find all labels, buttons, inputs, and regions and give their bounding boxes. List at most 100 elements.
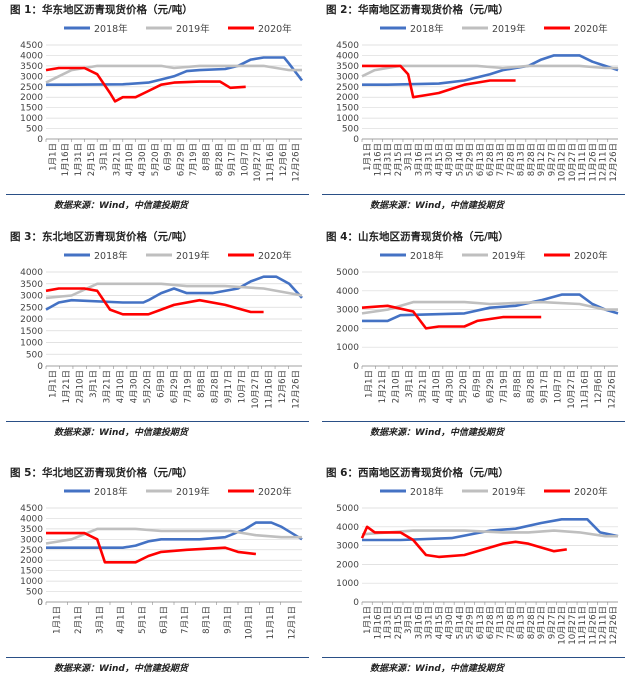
x-tick-label: 6月29日 xyxy=(170,370,180,403)
x-tick-label: 8月13日 xyxy=(517,143,527,176)
x-tick-label: 1月16日 xyxy=(61,143,71,176)
source-note: 数据来源：Wind，中信建投期货 xyxy=(370,428,504,438)
x-tick-label: 2月15日 xyxy=(394,606,404,639)
x-tick-label: 4月30日 xyxy=(446,370,456,403)
legend-label: 2018年 xyxy=(94,250,128,262)
x-tick-label: 12月11日 xyxy=(599,143,609,182)
x-tick-label: 4月15日 xyxy=(435,143,445,176)
x-tick-label: 1月31日 xyxy=(384,143,394,176)
x-tick-label: 7月28日 xyxy=(506,606,516,639)
y-tick-label: 2500 xyxy=(336,83,359,93)
x-tick-label: 1月31日 xyxy=(384,606,394,639)
x-tick-label: 1月16日 xyxy=(373,143,383,176)
x-tick-label: 4月10日 xyxy=(125,143,135,176)
x-tick-label: 8月28日 xyxy=(527,606,537,639)
series-line xyxy=(45,275,303,311)
chart-title: 图 2：华南地区沥青现货价格（元/吨） xyxy=(326,4,509,16)
legend-label: 2018年 xyxy=(410,23,444,35)
legend-label: 2020年 xyxy=(574,250,608,262)
x-tick-label: 3月31日 xyxy=(425,143,435,176)
chart-title: 图 4：山东地区沥青现货价格（元/吨） xyxy=(326,231,509,243)
x-tick-label: 11月11日 xyxy=(578,143,588,182)
chart-3: 2018年 2019年 2020年0500100015002000250030003… xyxy=(20,250,303,409)
chart-4: 2018年 2019年 2020年 0 1000 2000 3000 4000 5000 1月1日… xyxy=(336,250,619,409)
x-tick-label: 6月28日 xyxy=(486,606,496,639)
series-line xyxy=(45,64,302,84)
y-tick-label: 2500 xyxy=(20,83,43,93)
x-tick-label: 10月27日 xyxy=(568,606,578,645)
x-tick-label: 10月27日 xyxy=(568,143,578,182)
source-note: 数据来源：Wind，中信建投期货 xyxy=(54,664,188,674)
x-tick-label: 6月29日 xyxy=(176,143,186,176)
x-tick-label: 1月1日 xyxy=(48,143,58,171)
series-line xyxy=(45,527,302,545)
x-tick-label: 11月11日 xyxy=(578,606,588,645)
y-tick-label: 4000 xyxy=(336,51,359,61)
source-note: 数据来源：Wind，中信建投期货 xyxy=(370,201,504,211)
y-tick-label: 3000 xyxy=(20,535,43,545)
series-line xyxy=(46,521,303,549)
y-tick-label: 500 xyxy=(26,125,43,135)
y-tick-label: 500 xyxy=(26,588,43,598)
y-tick-label: 1500 xyxy=(20,327,43,337)
x-tick-label: 7月13日 xyxy=(496,606,506,639)
panel-4: 图 4：山东地区沥青现货价格（元/吨） 2018年 2019年 2020年 0 1000… xyxy=(322,227,627,441)
x-tick-label: 1月31日 xyxy=(74,143,84,176)
x-tick-label: 7月28日 xyxy=(506,143,516,176)
x-tick-label: 10月12日 xyxy=(558,606,568,645)
x-tick-label: 5月29日 xyxy=(466,606,476,639)
x-tick-label: 8月28日 xyxy=(526,370,536,403)
y-tick-label: 4000 xyxy=(336,287,359,297)
divider xyxy=(6,657,309,658)
x-tick-label: 9月27日 xyxy=(547,606,557,639)
y-tick-label: 1000 xyxy=(20,114,43,124)
panel-1: 图 1：华东地区沥青现货价格（元/吨） 2018年 2019年 2020年 0 500 1… xyxy=(6,0,311,214)
y-tick-label: 5000 xyxy=(336,268,359,278)
x-tick-label: 1月1日 xyxy=(363,143,373,171)
x-tick-label: 1月1日 xyxy=(365,370,375,398)
y-tick-label: 3000 xyxy=(20,292,43,302)
x-tick-label: 10月7日 xyxy=(240,143,250,176)
y-tick-label: 2500 xyxy=(20,546,43,556)
x-tick-label: 12月26日 xyxy=(607,370,617,409)
x-tick-label: 4月30日 xyxy=(445,143,455,176)
x-tick-label: 3月21日 xyxy=(419,370,429,403)
x-tick-label: 8月1日 xyxy=(202,606,212,634)
y-tick-label: 0 xyxy=(353,598,359,608)
x-tick-label: 10月1日 xyxy=(245,606,255,639)
panel-3: 图 3：东北地区沥青现货价格（元/吨） 2018年 2019年 2020年 0 500 1… xyxy=(6,227,311,441)
x-tick-label: 6月29日 xyxy=(486,370,496,403)
legend-label: 2020年 xyxy=(258,486,292,498)
divider xyxy=(6,421,309,422)
x-tick-label: 2月15日 xyxy=(394,143,404,176)
x-tick-label: 8月28日 xyxy=(210,370,220,403)
y-tick-label: 1000 xyxy=(20,339,43,349)
x-tick-label: 11月16日 xyxy=(264,370,274,409)
y-tick-label: 0 xyxy=(353,362,359,372)
legend-label: 2020年 xyxy=(574,486,608,498)
x-tick-label: 10月27日 xyxy=(251,370,261,409)
y-tick-label: 2500 xyxy=(20,303,43,313)
x-tick-label: 4月1日 xyxy=(117,606,127,634)
chart-1: 2018年 2019年 2020年0500100015002000250030003… xyxy=(20,23,304,182)
x-tick-label: 10月7日 xyxy=(553,370,563,403)
x-tick-label: 3月16日 xyxy=(414,143,424,176)
y-tick-label: 4000 xyxy=(20,268,43,278)
x-tick-label: 9月1日 xyxy=(223,606,233,634)
legend-label: 2020年 xyxy=(574,23,608,35)
x-tick-label: 6月13日 xyxy=(476,606,486,639)
x-tick-label: 3月1日 xyxy=(404,143,414,171)
y-tick-label: 3000 xyxy=(20,72,43,82)
x-tick-label: 5月14日 xyxy=(455,606,465,639)
x-tick-label: 6月13日 xyxy=(476,143,486,176)
y-tick-label: 4500 xyxy=(20,41,43,51)
chart-title: 图 1：华东地区沥青现货价格（元/吨） xyxy=(10,4,193,16)
x-tick-label: 2月10日 xyxy=(76,370,86,403)
legend-label: 2019年 xyxy=(492,23,526,35)
x-tick-label: 5月20日 xyxy=(143,370,153,403)
x-tick-label: 1月1日 xyxy=(53,606,63,634)
x-tick-label: 7月13日 xyxy=(496,143,506,176)
y-tick-label: 4000 xyxy=(336,523,359,533)
x-tick-label: 1月1日 xyxy=(49,370,59,398)
x-tick-label: 3月31日 xyxy=(425,606,435,639)
